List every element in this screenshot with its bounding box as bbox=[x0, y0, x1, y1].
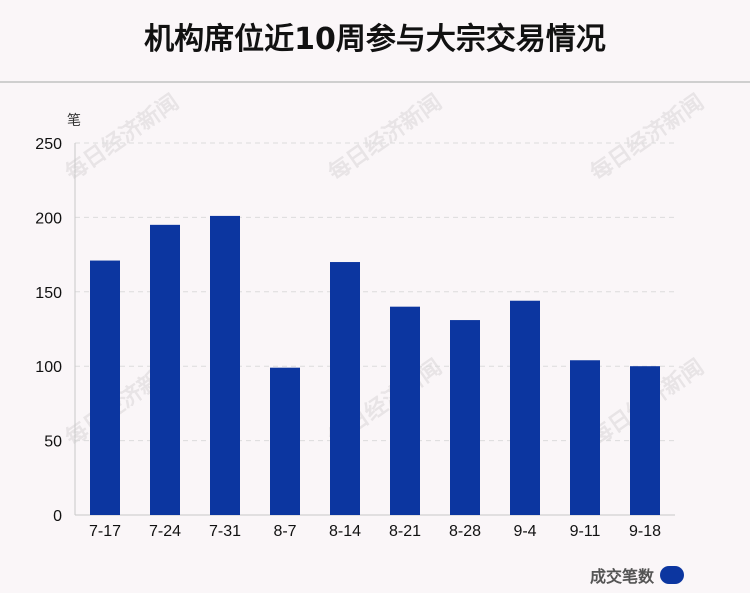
y-axis-unit: 笔 bbox=[67, 113, 81, 129]
bar bbox=[450, 320, 480, 515]
y-tick-label: 50 bbox=[44, 434, 62, 451]
x-tick-label: 9-4 bbox=[513, 523, 536, 540]
x-tick-label: 7-31 bbox=[209, 523, 241, 540]
bar bbox=[510, 300, 540, 515]
bar bbox=[330, 262, 360, 515]
x-tick-label: 7-24 bbox=[149, 523, 181, 540]
bar bbox=[390, 306, 420, 515]
bar bbox=[570, 360, 600, 515]
x-tick-label: 8-7 bbox=[273, 523, 296, 540]
y-tick-label: 200 bbox=[35, 210, 62, 227]
x-tick-label: 9-11 bbox=[570, 523, 601, 540]
bar bbox=[210, 215, 240, 516]
y-tick-label: 100 bbox=[35, 359, 62, 376]
chart-title: 机构席位近10周参与大宗交易情况 bbox=[144, 22, 606, 57]
legend-label: 成交笔数 bbox=[589, 567, 654, 586]
legend-swatch bbox=[660, 566, 684, 584]
x-tick-label: 8-28 bbox=[449, 523, 481, 540]
bar bbox=[90, 260, 120, 515]
legend: 成交笔数 bbox=[590, 563, 684, 587]
title-divider bbox=[0, 81, 750, 83]
x-tick-label: 7-17 bbox=[89, 523, 121, 540]
y-tick-label: 0 bbox=[53, 508, 62, 525]
y-tick-label: 250 bbox=[35, 136, 62, 153]
bar bbox=[630, 366, 660, 515]
x-tick-label: 9-18 bbox=[629, 523, 661, 540]
x-tick-label: 8-14 bbox=[329, 523, 361, 540]
y-tick-label: 150 bbox=[35, 285, 62, 302]
x-tick-label: 8-21 bbox=[389, 523, 421, 540]
bar bbox=[150, 224, 180, 515]
bar bbox=[270, 367, 300, 515]
